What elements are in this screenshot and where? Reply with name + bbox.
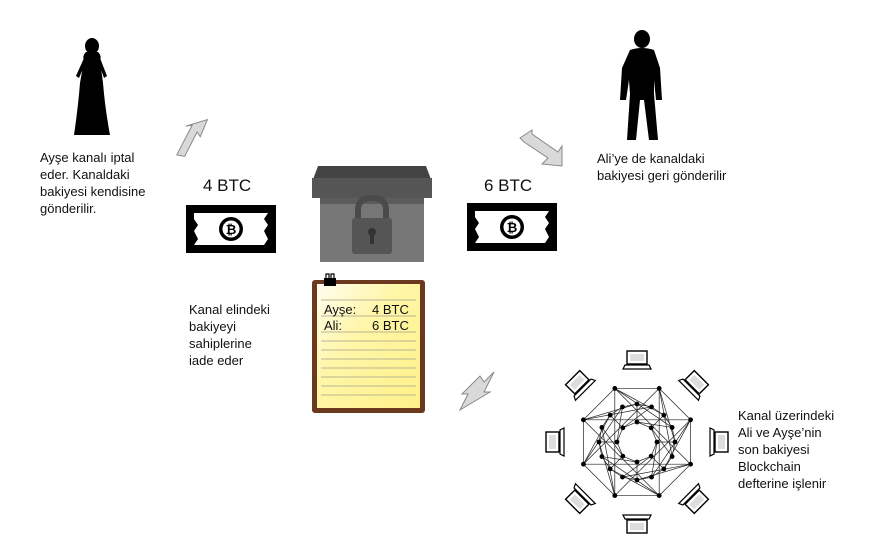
network-node [607,412,613,418]
bitcoin-symbol-left: ₿ [226,223,237,238]
channel-line: iade eder [189,353,244,368]
network-node [661,412,667,418]
ledger-row-ayse-name: Ayşe: [324,302,357,317]
paper-sheet [317,284,420,408]
bitcoin-symbol-right: ₿ [507,221,518,236]
ali-line: bakiyesi geri gönderilir [597,168,727,183]
ledger-row-ayse-amount: 4 BTC [372,302,409,317]
computer-node-icon [622,350,652,370]
computer-node-icon [564,482,597,515]
ayse-line: Ayşe kanalı iptal [40,150,135,165]
network-node [620,425,626,431]
network-node [661,466,667,472]
arrow-to-ali-icon [519,129,563,167]
left-amount: 4 BTC [203,176,252,195]
blockchain-line: Ali ve Ayşe’nin [738,425,822,440]
blockchain-line: son bakiyesi [738,442,810,457]
blockchain-line: Kanal üzerindeki [738,408,835,423]
computer-node-icon [545,427,565,457]
network-node [672,439,678,445]
network-node [669,425,675,430]
network-node [612,493,618,498]
computer-node-icon [709,427,729,457]
network-node [634,401,640,407]
network-node [634,477,640,483]
ayse-line: eder. Kanaldaki [40,167,130,182]
channel-line: Kanal elindeki [189,302,270,317]
network-node [612,386,618,391]
ayse-line: gönderilir. [40,201,97,216]
computer-node-icon [677,369,710,402]
channel-line: bakiyeyi [189,319,236,334]
network-node [688,461,693,467]
bitcoin-bill-left-icon: ₿ [186,205,276,253]
bitcoin-bill-right-icon: ₿ [467,203,557,251]
woman-silhouette-icon [74,38,110,135]
network-node [634,459,640,465]
computer-node-icon [622,514,652,534]
network-node [648,453,654,459]
blockchain-line: defterine işlenir [738,476,827,491]
right-amount: 6 BTC [484,176,533,195]
ali-description: Ali’ye de kanaldaki bakiyesi geri gönder… [597,150,777,184]
network-node [581,417,586,423]
network-node [688,417,693,423]
binder-clip-icon [324,273,336,286]
network-node [669,454,675,459]
network-node [620,404,625,410]
network-node [648,425,654,431]
network-node [656,493,662,498]
network-node [596,439,602,445]
network-node [581,461,586,467]
network-node [649,474,654,480]
blockchain-description: Kanal üzerindeki Ali ve Ayşe’nin son bak… [738,407,863,492]
network-node [634,419,640,425]
arrow-to-ayse-icon [176,118,209,157]
ayse-line: bakiyesi kendisine [40,184,146,199]
network-node [607,466,613,472]
channel-line: sahiplerine [189,336,252,351]
network-node [654,439,660,445]
network-node [614,439,620,445]
arrow-to-blockchain-icon [458,371,495,412]
network-node [620,453,626,459]
ali-line: Ali’ye de kanaldaki [597,151,705,166]
ledger-clipboard: Ayşe: 4 BTC Ali: 6 BTC [312,273,425,413]
network-node [656,386,662,391]
channel-description: Kanal elindeki bakiyeyi sahiplerine iade… [189,301,299,369]
blockchain-network-diagram [545,350,729,534]
man-silhouette-icon [620,30,662,140]
network-node [649,404,654,410]
computer-node-icon [677,482,710,515]
ledger-row-ali-name: Ali: [324,318,343,333]
ayse-description: Ayşe kanalı iptal eder. Kanaldaki bakiye… [40,149,190,217]
blockchain-line: Blockchain [738,459,801,474]
network-node [599,425,605,430]
ledger-row-ali-amount: 6 BTC [372,318,409,333]
network-node [620,474,625,480]
locked-box-icon [312,166,432,262]
computer-node-icon [564,369,597,402]
network-node [599,454,605,459]
